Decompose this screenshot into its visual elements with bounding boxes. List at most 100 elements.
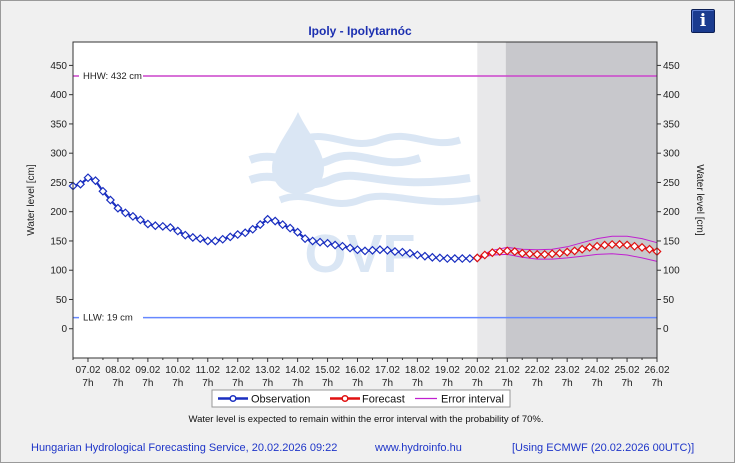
y-tick-label-right: 50 xyxy=(663,295,675,306)
x-tick-hour-label: 7h xyxy=(442,378,453,389)
observation-point xyxy=(315,237,325,247)
x-tick-date-label: 21.02 xyxy=(495,365,520,376)
x-tick-date-label: 26.02 xyxy=(644,365,669,376)
forecast-point xyxy=(622,240,632,250)
footer-model-info: [Using ECMWF (20.02.2026 00UTC)] xyxy=(512,442,694,454)
observation-point xyxy=(323,238,333,248)
x-tick-date-label: 13.02 xyxy=(255,365,280,376)
probability-note: Water level is expected to remain within… xyxy=(188,414,543,425)
observation-point xyxy=(308,236,318,246)
forecast-point xyxy=(540,249,550,259)
x-tick-date-label: 23.02 xyxy=(555,365,580,376)
x-tick-hour-label: 7h xyxy=(232,378,243,389)
y-tick-label-left: 100 xyxy=(50,266,67,277)
x-tick-hour-label: 7h xyxy=(562,378,573,389)
y-tick-label-right: 100 xyxy=(663,266,680,277)
forecast-point xyxy=(577,244,587,254)
forecast-series xyxy=(472,239,662,263)
x-tick-date-label: 22.02 xyxy=(525,365,550,376)
y-axis-right: 0 50 100 150 200 250 300 350 400 450 xyxy=(657,61,680,335)
forecast-point xyxy=(472,253,482,263)
x-tick-hour-label: 7h xyxy=(621,378,632,389)
observation-point xyxy=(465,254,475,264)
forecast-point xyxy=(562,247,572,257)
observation-point xyxy=(285,223,295,233)
observation-point xyxy=(367,245,377,255)
forecast-point xyxy=(607,239,617,249)
observation-point xyxy=(173,226,183,236)
y-tick-label-right: 400 xyxy=(663,90,680,101)
x-tick-date-label: 10.02 xyxy=(165,365,190,376)
plot-frame xyxy=(72,41,658,359)
forecast-point xyxy=(525,249,535,259)
forecast-point xyxy=(555,248,565,258)
observation-series xyxy=(68,173,482,264)
forecast-point xyxy=(570,246,580,256)
ovf-watermark-logo: OVF xyxy=(248,112,481,284)
x-tick-date-label: 14.02 xyxy=(285,365,310,376)
y-axis-title-left: Water level [cm] xyxy=(26,164,37,236)
observation-point xyxy=(105,195,115,205)
y-tick-label-left: 50 xyxy=(56,295,68,306)
forecast-point xyxy=(637,242,647,252)
info-button[interactable]: i xyxy=(691,9,715,33)
observation-point xyxy=(248,224,258,234)
forecast-point xyxy=(480,250,490,260)
observation-point xyxy=(263,214,273,224)
observation-point xyxy=(270,216,280,226)
x-tick-hour-label: 7h xyxy=(292,378,303,389)
y-tick-label-left: 0 xyxy=(61,324,67,335)
x-tick-date-label: 12.02 xyxy=(225,365,250,376)
observation-point xyxy=(203,236,213,246)
footer-website-link[interactable]: www.hydroinfo.hu xyxy=(374,442,462,454)
legend-forecast-marker xyxy=(341,394,349,403)
reference-label-bg-0 xyxy=(79,68,143,81)
x-tick-hour-label: 7h xyxy=(472,378,483,389)
observation-point xyxy=(218,234,228,244)
x-tick-date-label: 08.02 xyxy=(105,365,130,376)
y-tick-label-left: 300 xyxy=(50,149,67,160)
forecast-point xyxy=(645,244,655,254)
observation-point xyxy=(390,247,400,257)
observation-point xyxy=(345,243,355,253)
observation-point xyxy=(412,250,422,260)
y-tick-label-right: 350 xyxy=(663,119,680,130)
x-tick-date-label: 07.02 xyxy=(75,365,100,376)
observation-point xyxy=(120,208,130,218)
observation-point xyxy=(457,254,467,264)
legend-error-interval-label: Error interval xyxy=(441,394,504,406)
forecast-point xyxy=(487,248,497,258)
observation-point xyxy=(225,232,235,242)
x-tick-date-label: 24.02 xyxy=(585,365,610,376)
reference-lines: HHW: 432 cm LLW: 19 cm xyxy=(73,68,657,324)
x-tick-date-label: 19.02 xyxy=(435,365,460,376)
x-tick-hour-label: 7h xyxy=(112,378,123,389)
x-tick-hour-label: 7h xyxy=(82,378,93,389)
x-tick-hour-label: 7h xyxy=(502,378,513,389)
x-tick-hour-label: 7h xyxy=(651,378,662,389)
y-tick-label-left: 450 xyxy=(50,61,67,72)
x-tick-hour-label: 7h xyxy=(142,378,153,389)
x-tick-hour-label: 7h xyxy=(352,378,363,389)
x-tick-hour-label: 7h xyxy=(202,378,213,389)
legend: Observation Forecast Error interval xyxy=(211,389,511,408)
observation-point xyxy=(195,234,205,244)
footer-service-info: Hungarian Hydrological Forecasting Servi… xyxy=(31,442,337,454)
observation-point xyxy=(300,234,310,244)
x-tick-hour-label: 7h xyxy=(532,378,543,389)
y-tick-label-left: 250 xyxy=(50,178,67,189)
observation-point xyxy=(233,230,243,240)
forecast-period-shading xyxy=(477,42,657,358)
observation-point xyxy=(135,215,145,225)
y-tick-label-right: 300 xyxy=(663,149,680,160)
observation-point xyxy=(337,241,348,251)
x-tick-date-label: 09.02 xyxy=(135,365,160,376)
forecast-point xyxy=(547,249,557,259)
observation-point xyxy=(375,245,385,255)
y-tick-label-right: 450 xyxy=(663,61,680,72)
x-tick-hour-label: 7h xyxy=(592,378,603,389)
forecast-point xyxy=(629,241,640,251)
x-tick-date-label: 17.02 xyxy=(375,365,400,376)
legend-box xyxy=(211,389,511,408)
